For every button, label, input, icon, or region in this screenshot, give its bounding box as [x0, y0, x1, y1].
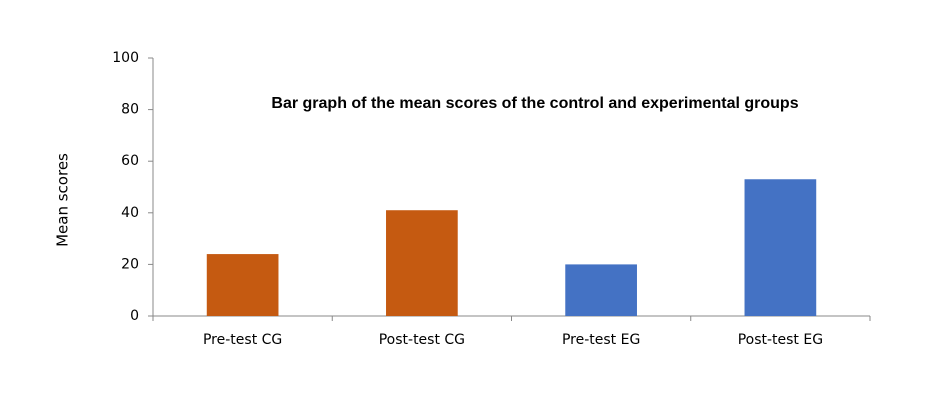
y-tick-label: 80 [121, 102, 139, 118]
chart-title: Bar graph of the mean scores of the cont… [271, 95, 798, 112]
x-tick-label: Pre-test CG [203, 332, 282, 348]
bar [744, 179, 817, 316]
y-tick-label: 100 [112, 50, 139, 66]
x-tick-label: Post-test EG [738, 332, 823, 348]
x-tick-label: Post-test CG [379, 332, 465, 348]
bar [386, 210, 458, 316]
y-tick-label: 0 [130, 308, 139, 324]
y-tick-label: 60 [121, 153, 139, 169]
y-axis-label: Mean scores [54, 153, 72, 247]
y-tick-label: 20 [121, 256, 139, 272]
bar [206, 254, 279, 316]
x-tick-label: Pre-test EG [562, 332, 640, 348]
y-tick-label: 40 [121, 205, 139, 221]
bar [565, 264, 637, 316]
